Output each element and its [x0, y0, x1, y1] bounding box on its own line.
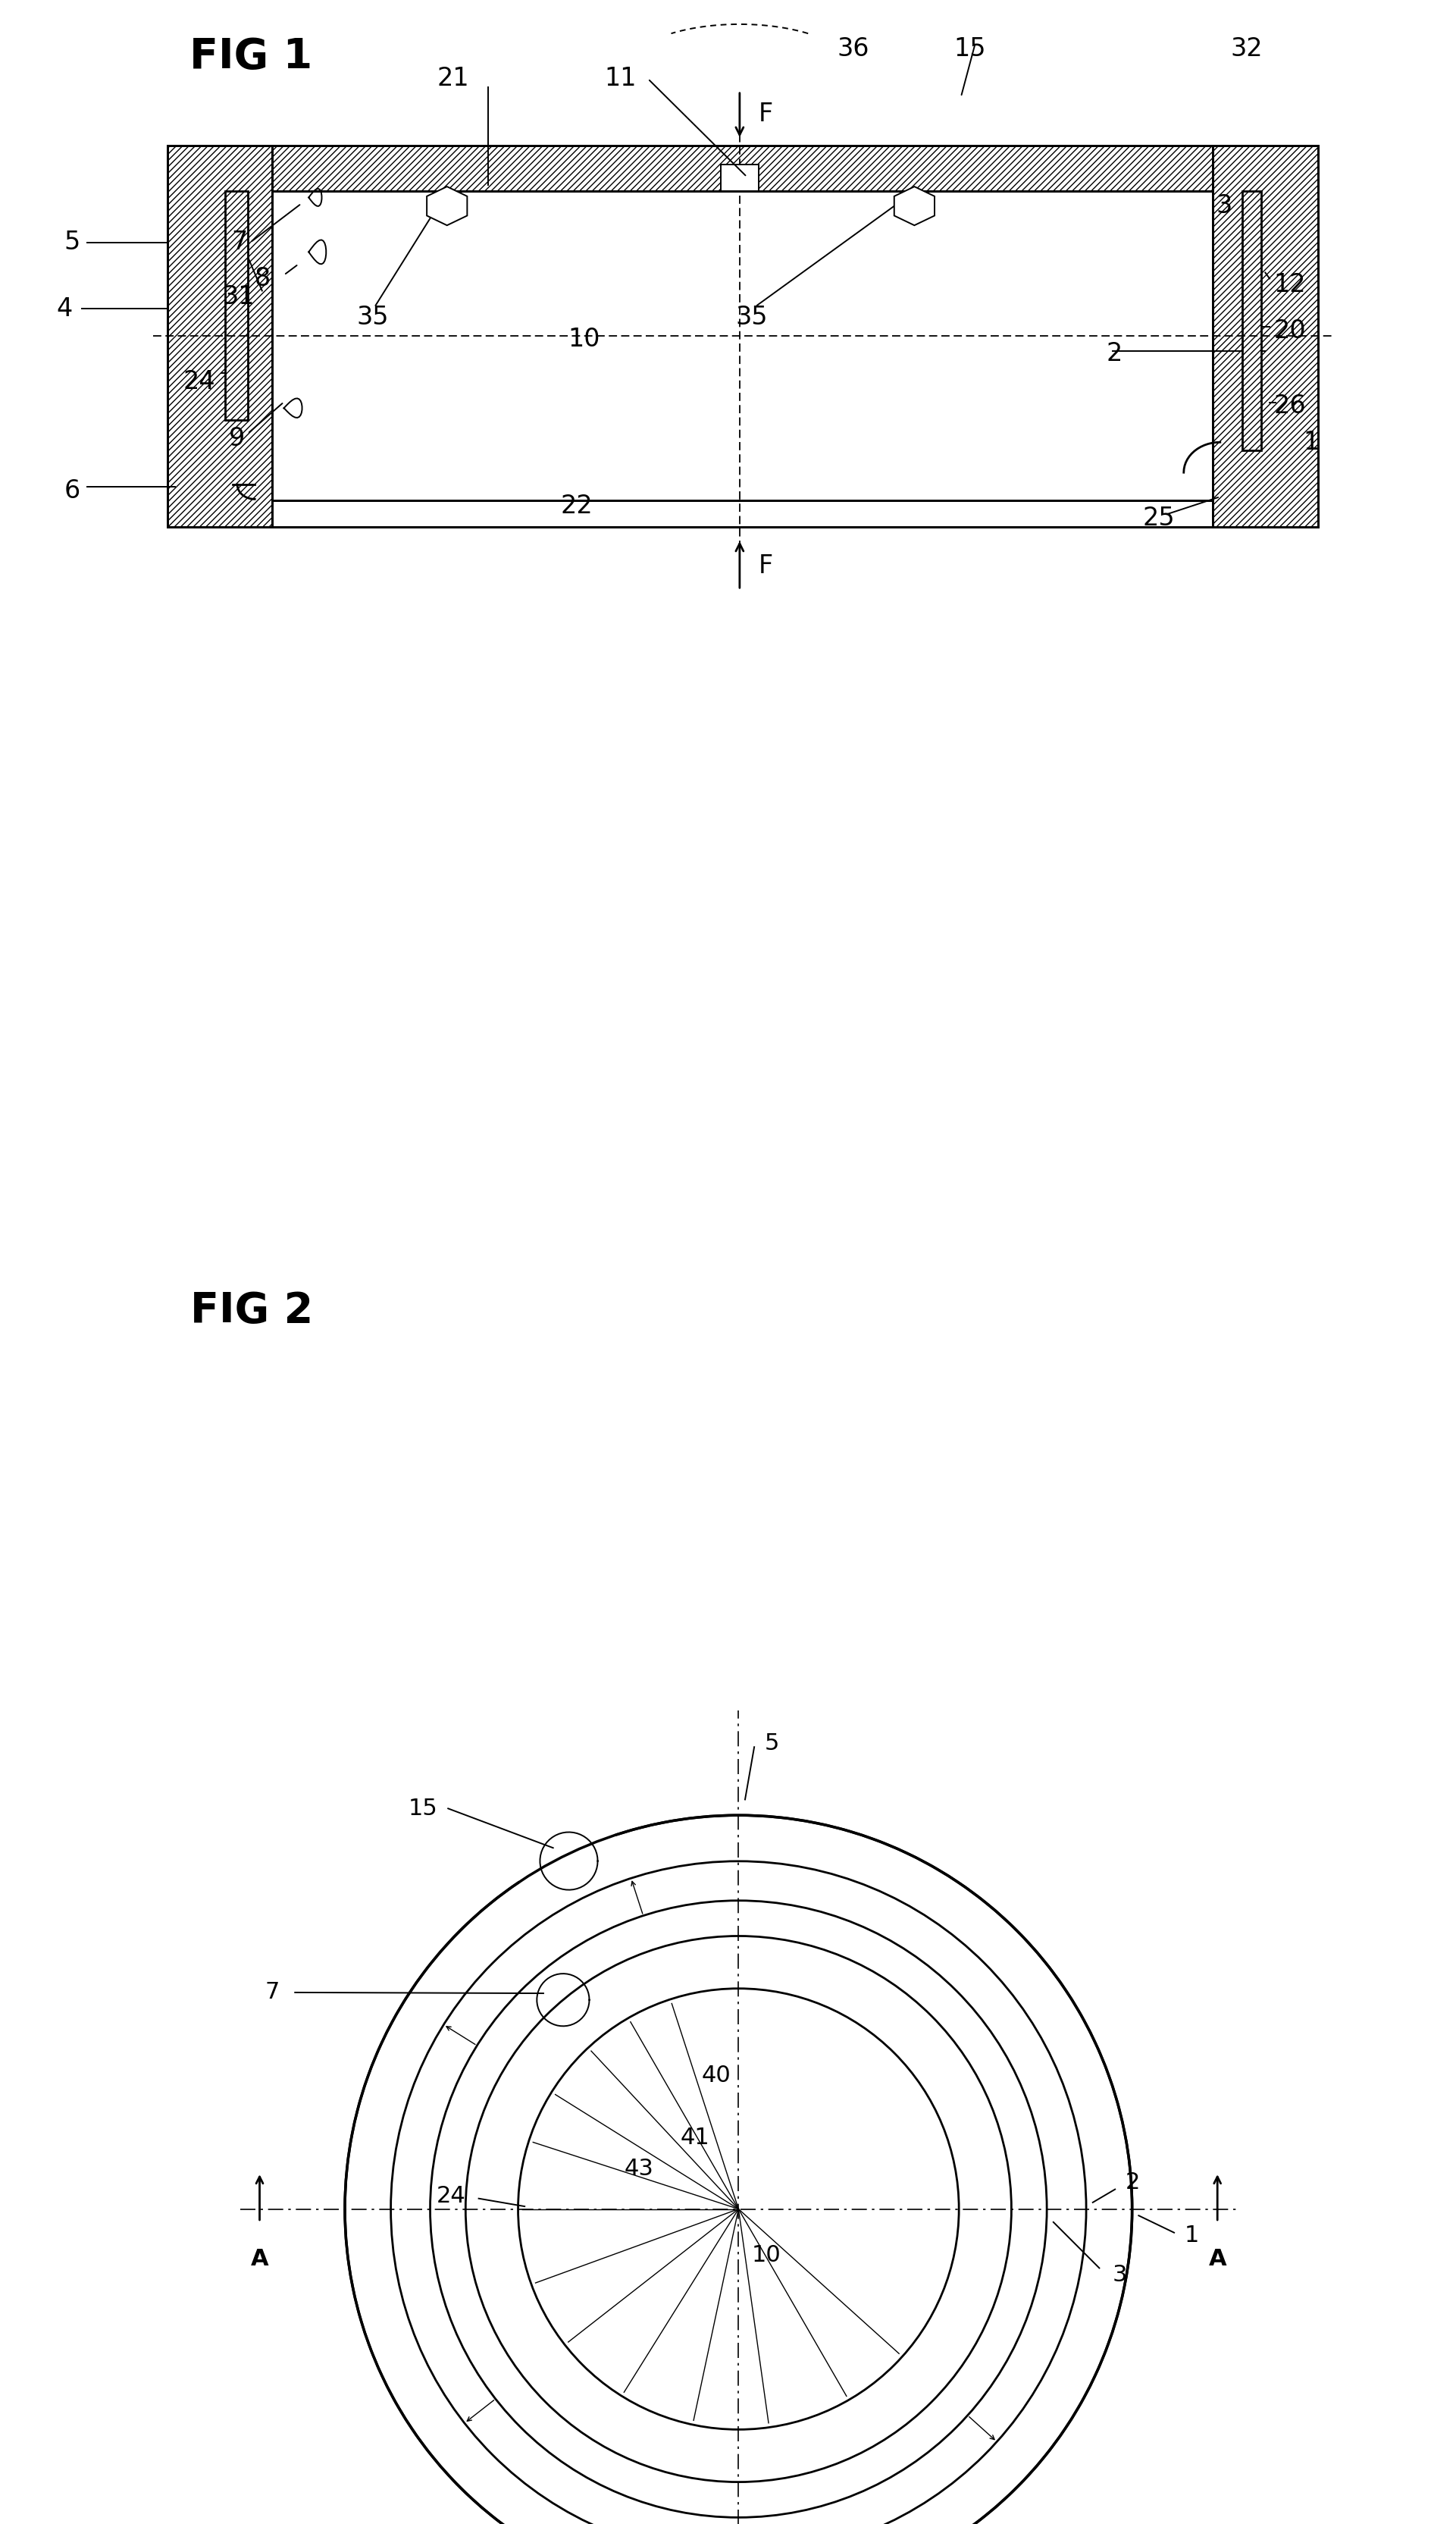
- Text: A: A: [1208, 2249, 1226, 2272]
- Text: 3: 3: [1112, 2264, 1127, 2287]
- Text: 15: 15: [954, 35, 986, 61]
- Text: 10: 10: [751, 2244, 780, 2267]
- Text: 31: 31: [223, 285, 255, 310]
- Bar: [272, 146, 1213, 192]
- Text: 40: 40: [702, 2065, 731, 2087]
- Text: 24: 24: [183, 369, 215, 394]
- Bar: [1213, 146, 1318, 528]
- Text: 41: 41: [680, 2128, 709, 2148]
- Text: 1: 1: [1185, 2224, 1200, 2246]
- Text: A: A: [250, 2249, 268, 2272]
- Text: 9: 9: [229, 427, 245, 452]
- Polygon shape: [427, 187, 467, 225]
- Text: 1: 1: [1303, 429, 1319, 454]
- Text: 35: 35: [357, 305, 389, 331]
- Text: 26: 26: [1274, 394, 1306, 419]
- Bar: [167, 146, 272, 528]
- Text: 4: 4: [57, 295, 73, 321]
- Bar: [272, 500, 1213, 528]
- Text: 32: 32: [1230, 35, 1262, 61]
- Text: 15: 15: [408, 1797, 438, 1820]
- Text: 6: 6: [64, 477, 80, 502]
- Text: 10: 10: [568, 326, 600, 351]
- Text: 12: 12: [1274, 273, 1306, 298]
- Bar: [1242, 192, 1261, 452]
- Text: F: F: [759, 101, 773, 126]
- Text: F: F: [759, 553, 773, 578]
- Text: 11: 11: [604, 66, 636, 91]
- Bar: [226, 192, 248, 419]
- Text: 21: 21: [437, 66, 469, 91]
- Text: 20: 20: [1274, 318, 1306, 343]
- Text: 5: 5: [64, 230, 80, 255]
- Text: 36: 36: [837, 35, 869, 61]
- Bar: [1242, 192, 1261, 452]
- Text: 2: 2: [1107, 341, 1123, 366]
- Text: 7: 7: [265, 1981, 280, 2004]
- Text: 25: 25: [1143, 505, 1175, 530]
- Bar: [272, 146, 1213, 192]
- Text: 7: 7: [232, 230, 248, 255]
- Text: 35: 35: [735, 305, 767, 331]
- Text: FIG 2: FIG 2: [191, 1290, 313, 1330]
- Text: 2: 2: [1125, 2171, 1140, 2193]
- Text: 5: 5: [764, 1731, 779, 1754]
- Bar: [226, 192, 248, 419]
- Bar: [721, 164, 759, 192]
- Text: 24: 24: [437, 2186, 466, 2206]
- Bar: [167, 146, 272, 528]
- Text: 8: 8: [255, 265, 271, 290]
- Polygon shape: [894, 187, 935, 225]
- Bar: [1213, 146, 1318, 528]
- Text: 3: 3: [1216, 194, 1232, 220]
- Text: 43: 43: [625, 2158, 654, 2181]
- Text: FIG 1: FIG 1: [189, 35, 312, 78]
- Text: 22: 22: [561, 495, 593, 520]
